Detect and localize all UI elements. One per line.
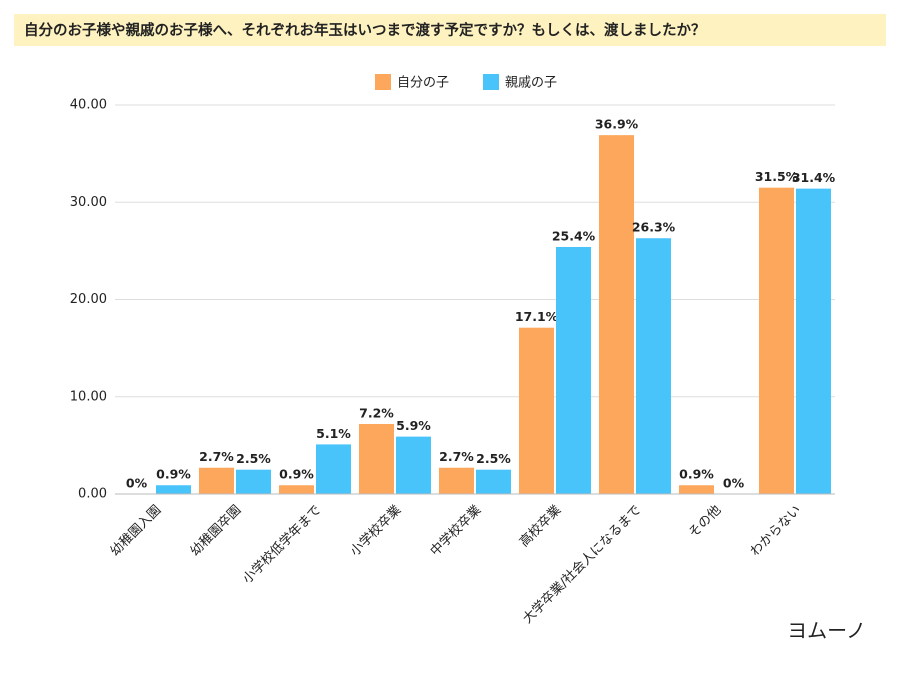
bar	[599, 135, 634, 494]
y-tick-label: 30.00	[70, 195, 107, 210]
value-label: 17.1%	[515, 309, 559, 324]
value-label: 0%	[126, 476, 148, 491]
bar	[279, 485, 314, 494]
x-tick-label: 幼稚園卒園	[188, 503, 245, 560]
logo: ヨムーノ	[787, 619, 866, 643]
value-label: 25.4%	[552, 228, 596, 243]
value-label: 31.4%	[792, 170, 836, 185]
title-background	[14, 14, 886, 46]
x-tick-label: わからない	[748, 503, 805, 560]
bar	[199, 467, 234, 494]
bar	[636, 238, 671, 494]
x-tick-label: 高校卒業	[516, 502, 564, 550]
bar	[519, 327, 554, 494]
value-label: 2.5%	[476, 451, 511, 466]
bar	[759, 187, 794, 494]
value-label: 2.7%	[439, 449, 474, 464]
bar	[439, 467, 474, 494]
x-tick-label: 中学校卒業	[427, 502, 484, 559]
value-label: 5.9%	[396, 418, 431, 433]
value-label: 0.9%	[279, 467, 314, 482]
value-label: 0%	[723, 476, 745, 491]
y-tick-label: 40.00	[70, 98, 107, 113]
bar	[476, 469, 511, 494]
value-label: 2.7%	[199, 449, 234, 464]
chart-title: 自分のお子様や親戚のお子様へ、それぞれお年玉はいつまで渡す予定ですか？もしくは、…	[24, 21, 706, 39]
value-label: 31.5%	[755, 169, 799, 184]
bar	[359, 423, 394, 494]
value-label: 5.1%	[316, 426, 351, 441]
y-tick-label: 0.00	[78, 487, 107, 502]
value-label: 26.3%	[632, 220, 676, 235]
bar	[556, 246, 591, 494]
bar	[796, 188, 831, 494]
x-tick-label: 幼稚園入園	[108, 503, 165, 560]
value-label: 2.5%	[236, 451, 271, 466]
bar	[316, 444, 351, 494]
y-tick-label: 10.00	[70, 389, 107, 404]
bar	[396, 436, 431, 494]
bar	[679, 485, 714, 494]
value-label: 0.9%	[156, 467, 191, 482]
legend-label: 自分の子	[397, 76, 449, 91]
bar	[156, 485, 191, 494]
x-tick-label: 小学校低学年まで	[239, 502, 324, 587]
y-tick-label: 20.00	[70, 292, 107, 307]
bar	[236, 469, 271, 494]
legend-label: 親戚の子	[505, 76, 557, 91]
value-label: 7.2%	[359, 405, 394, 420]
legend-swatch	[483, 74, 499, 90]
x-tick-label: 小学校卒業	[347, 502, 404, 559]
value-label: 0.9%	[679, 467, 714, 482]
x-tick-label: その他	[686, 503, 724, 541]
legend-swatch	[375, 74, 391, 90]
value-label: 36.9%	[595, 117, 639, 132]
